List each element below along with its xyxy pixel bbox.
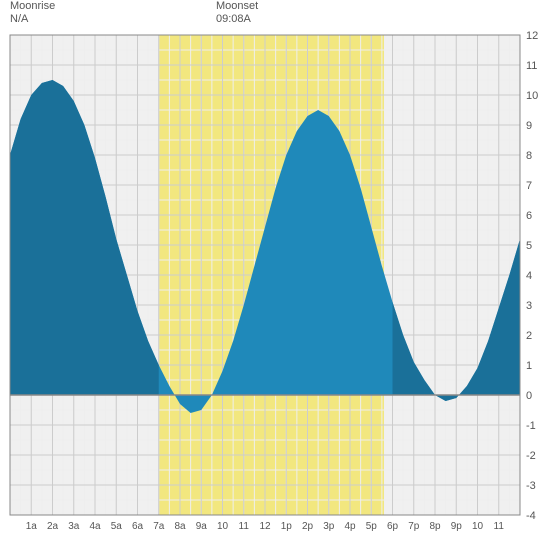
moonset-label: Moonset 09:08A: [216, 0, 258, 26]
moonset-title: Moonset: [216, 0, 258, 13]
y-tick-label: -3: [526, 480, 536, 492]
x-tick-label: 9p: [451, 521, 463, 532]
x-tick-label: 6p: [387, 521, 399, 532]
x-tick-label: 4a: [89, 521, 101, 532]
x-tick-label: 3a: [68, 521, 80, 532]
y-tick-label: 4: [526, 270, 532, 282]
y-tick-label: 12: [526, 30, 538, 42]
x-tick-label: 8p: [429, 521, 441, 532]
moonrise-value: N/A: [10, 13, 55, 26]
x-tick-label: 2p: [302, 521, 314, 532]
x-tick-label: 6a: [132, 521, 144, 532]
y-tick-label: 0: [526, 390, 532, 402]
x-tick-label: 4p: [344, 521, 356, 532]
tide-chart: -4-3-2-101234567891011121a2a3a4a5a6a7a8a…: [0, 0, 550, 550]
y-tick-label: 9: [526, 120, 532, 132]
y-tick-label: 3: [526, 300, 532, 312]
y-tick-label: -2: [526, 450, 536, 462]
x-tick-label: 10: [472, 521, 484, 532]
header-labels: Moonrise N/A Moonset 09:08A: [10, 0, 530, 30]
y-tick-label: -1: [526, 420, 536, 432]
y-tick-label: 7: [526, 180, 532, 192]
x-tick-label: 11: [239, 521, 250, 532]
moonrise-label: Moonrise N/A: [10, 0, 55, 26]
x-tick-label: 3p: [323, 521, 335, 532]
y-tick-label: 8: [526, 150, 532, 162]
x-tick-label: 12: [259, 521, 271, 532]
x-tick-label: 8a: [174, 521, 186, 532]
y-tick-label: 6: [526, 210, 532, 222]
x-tick-label: 5p: [366, 521, 378, 532]
moonset-value: 09:08A: [216, 13, 258, 26]
x-tick-label: 1p: [281, 521, 293, 532]
x-tick-label: 1a: [26, 521, 38, 532]
y-tick-label: 11: [526, 60, 537, 72]
x-tick-label: 7p: [408, 521, 420, 532]
y-tick-label: -4: [526, 510, 536, 522]
x-tick-label: 2a: [47, 521, 59, 532]
x-tick-label: 5a: [111, 521, 123, 532]
y-tick-label: 1: [526, 360, 532, 372]
moonrise-title: Moonrise: [10, 0, 55, 13]
x-tick-label: 9a: [196, 521, 208, 532]
x-tick-label: 7a: [153, 521, 165, 532]
x-tick-label: 11: [494, 521, 505, 532]
x-tick-label: 10: [217, 521, 229, 532]
y-tick-label: 5: [526, 240, 532, 252]
y-tick-label: 10: [526, 90, 538, 102]
y-tick-label: 2: [526, 330, 532, 342]
